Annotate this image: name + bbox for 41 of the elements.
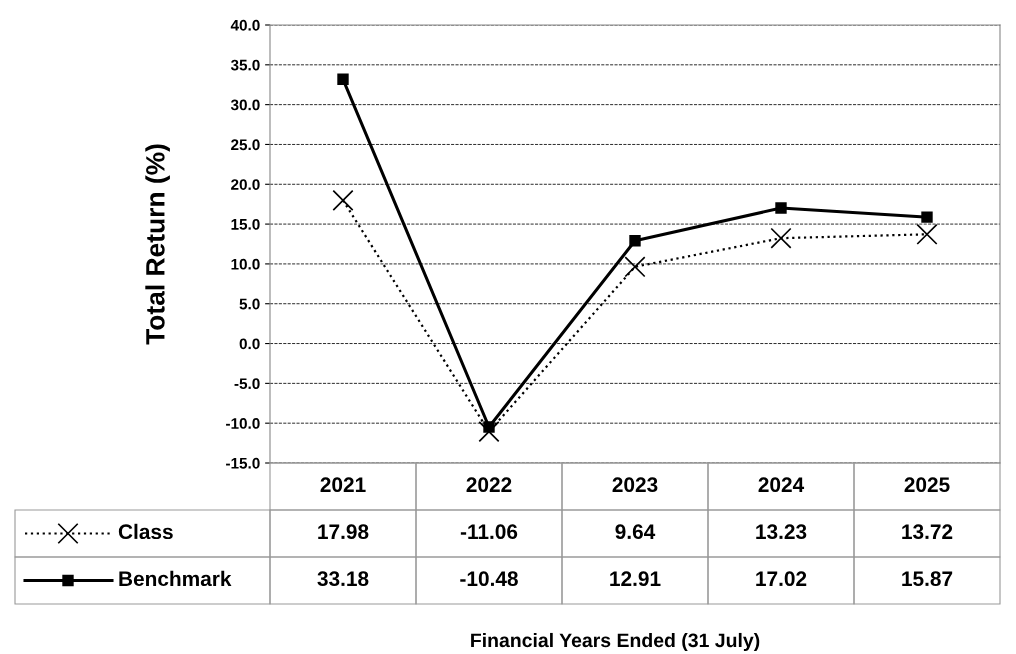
y-tick-label: 25.0 [231,139,260,151]
y-tick-label: 0.0 [239,338,260,350]
data-label: 9.64 [615,524,656,540]
y-tick-label: -15.0 [226,457,260,469]
point [770,227,792,249]
legend-label: Class [118,523,173,540]
point [337,73,349,86]
y-tick-label: -5.0 [234,378,260,390]
x-tick-label: 2024 [758,477,805,493]
y-tick-label: 5.0 [239,298,260,310]
point [483,421,495,433]
data-label: 13.72 [902,524,953,540]
x-tick-label: 2023 [612,477,658,493]
text: Financial Years Ended (31 July) [471,632,760,652]
data-label: -10.48 [460,571,518,587]
x-tick-label: 2022 [466,477,512,493]
x-tick-label: 2025 [904,477,950,493]
point [775,202,787,214]
y-tick-label: 10.0 [231,258,260,270]
data-label: -11.06 [460,524,518,540]
data-label: 12.91 [610,571,661,587]
y-tick-label: 20.0 [231,179,260,190]
legend-label: Benchmark [119,570,232,587]
x-tick-label: 2021 [320,477,366,493]
y-axis-title: Total Return (%) [145,144,170,345]
data-label: 33.18 [317,571,369,587]
point [921,211,933,223]
y-tick-label: -10.0 [226,418,260,429]
data-label: 15.87 [902,571,953,587]
data-label: 17.02 [756,571,807,587]
point [624,256,646,278]
data-label: 13.23 [756,524,807,540]
y-tick-label: 40.0 [230,19,260,31]
y-tick-label: 35.0 [230,59,260,71]
point [629,235,641,247]
point [478,421,500,443]
point [916,223,938,245]
point [332,189,354,211]
data-label: 17.98 [318,524,369,540]
y-tick-label: 30.0 [230,99,260,111]
y-tick-label: 15.0 [231,218,260,230]
